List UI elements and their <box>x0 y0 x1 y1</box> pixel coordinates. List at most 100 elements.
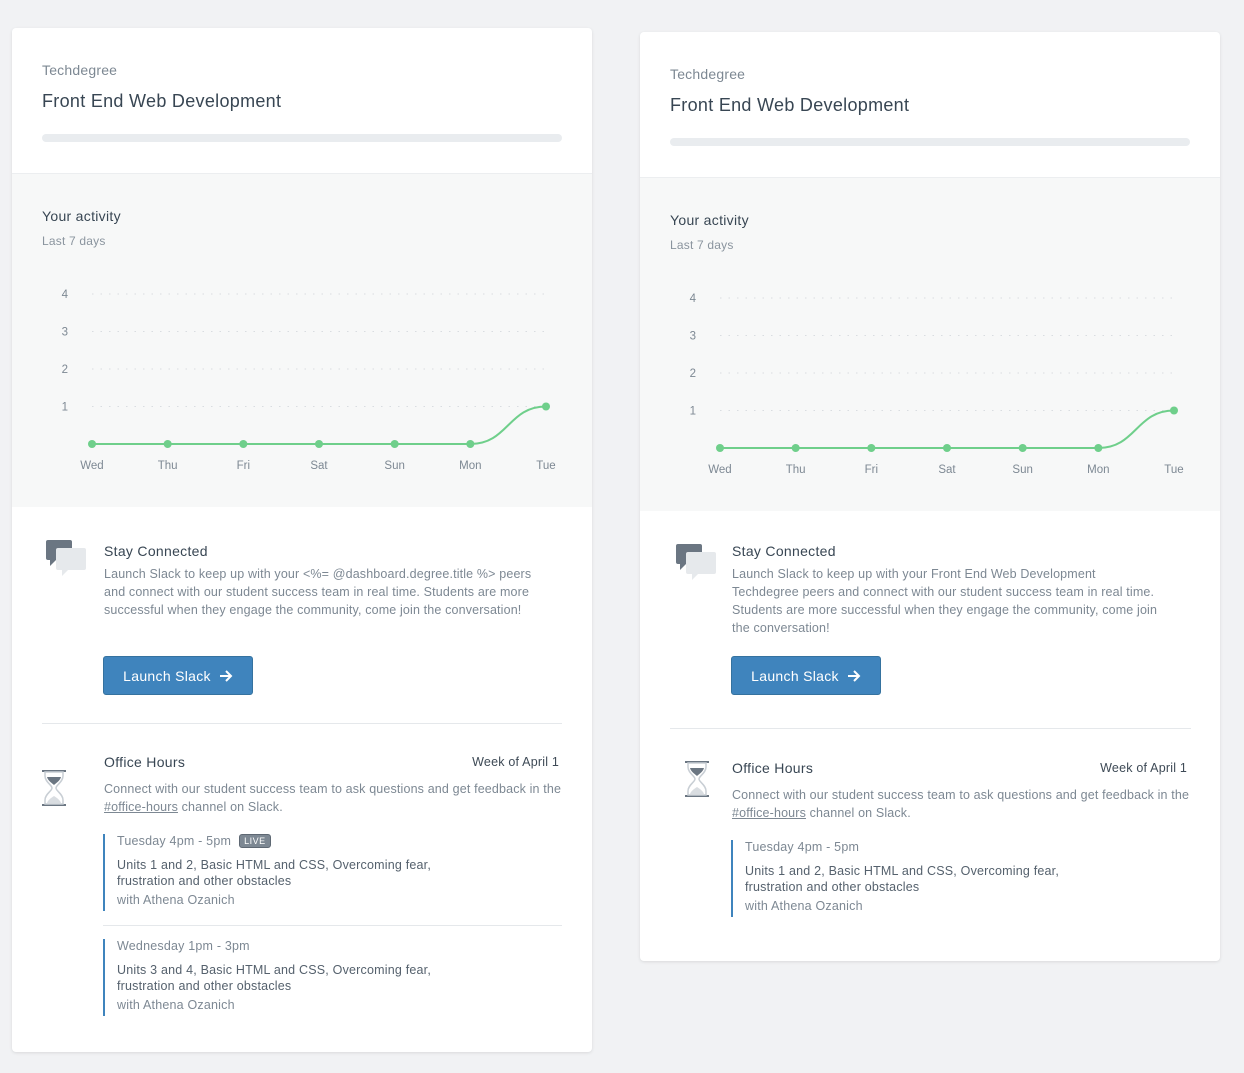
y-tick-label: 2 <box>62 364 68 376</box>
x-tick-label: Sun <box>384 460 404 472</box>
activity-line <box>92 405 547 445</box>
activity-point <box>716 444 724 452</box>
x-tick-label: Tue <box>1164 464 1183 476</box>
activity-point <box>791 444 800 452</box>
launch-slack-label: Launch Slack <box>123 667 211 684</box>
y-tick-label: 2 <box>690 368 696 380</box>
activity-point <box>1018 444 1027 452</box>
track-card-left: Techdegree Front End Web Development You… <box>12 28 592 1052</box>
stay-connected-title: Stay Connected <box>732 543 836 559</box>
activity-section: Your activity Last 7 days 1 2 3 4 Wed Thu Fri S… <box>640 177 1220 511</box>
track-title[interactable]: Front End Web Development <box>42 91 282 111</box>
office-hours-session[interactable]: Tuesday 4pm - 5pm LIVE Units 1 and 2, Ba… <box>103 834 563 911</box>
activity-point <box>390 440 399 448</box>
office-hours-session[interactable]: Tuesday 4pm - 5pm Units 1 and 2, Basic H… <box>731 840 1191 917</box>
track-label: Techdegree <box>42 62 118 78</box>
x-tick-label: Wed <box>708 464 731 476</box>
hourglass-icon <box>685 761 709 797</box>
office-hours-week: Week of April 1 <box>472 755 559 769</box>
arrow-right-icon <box>219 669 233 682</box>
hourglass-icon <box>42 770 66 806</box>
session-time: Wednesday 1pm - 3pm <box>117 939 250 953</box>
office-hours-text-prefix: Connect with our student success team to… <box>732 788 1190 802</box>
activity-chart: 1 2 3 4 Wed Thu Fri Sat Sun Mon Tue <box>62 289 556 472</box>
session-host: with Athena Ozanich <box>117 998 235 1012</box>
office-hours-week: Week of April 1 <box>1100 761 1187 775</box>
activity-point <box>466 440 475 448</box>
y-tick-label: 1 <box>62 402 68 414</box>
activity-section: Your activity Last 7 days 1 2 3 4 Wed Thu Fri S… <box>12 173 592 507</box>
y-tick-label: 3 <box>62 327 68 339</box>
office-hours-section: Office Hours Week of April 1 Connect wit… <box>640 729 1220 961</box>
session-time: Tuesday 4pm - 5pm <box>117 834 232 848</box>
session-topic: Units 1 and 2, Basic HTML and CSS, Overc… <box>745 864 1060 894</box>
x-tick-label: Thu <box>158 460 178 472</box>
launch-slack-button[interactable]: Launch Slack <box>103 656 253 695</box>
chat-bubbles-icon <box>676 544 716 580</box>
stay-connected-title: Stay Connected <box>104 543 208 559</box>
stay-connected-section: Stay Connected Launch Slack to keep up w… <box>12 507 592 723</box>
chat-bubbles-icon <box>46 540 86 576</box>
activity-line <box>720 409 1175 449</box>
office-hours-text: Connect with our student success team to… <box>732 786 1192 822</box>
launch-slack-label: Launch Slack <box>751 667 839 684</box>
activity-title: Your activity <box>42 208 121 224</box>
activity-point <box>867 444 876 452</box>
x-tick-label: Wed <box>80 460 103 472</box>
activity-subtitle: Last 7 days <box>42 234 106 248</box>
y-tick-label: 3 <box>690 331 696 343</box>
session-time: Tuesday 4pm - 5pm <box>745 840 860 854</box>
activity-subtitle: Last 7 days <box>670 238 734 252</box>
office-hours-session[interactable]: Wednesday 1pm - 3pm Units 3 and 4, Basic… <box>103 939 563 1016</box>
activity-point <box>542 402 550 411</box>
activity-point <box>943 444 951 452</box>
x-tick-label: Sun <box>1012 464 1032 476</box>
track-progress-bar <box>670 138 1190 146</box>
activity-title: Your activity <box>670 212 749 228</box>
activity-point <box>88 440 96 448</box>
session-topic: Units 1 and 2, Basic HTML and CSS, Overc… <box>117 858 432 888</box>
office-hours-title: Office Hours <box>104 754 186 770</box>
x-tick-label: Sat <box>310 460 328 472</box>
activity-point <box>239 440 248 448</box>
section-divider <box>670 728 1191 729</box>
office-hours-channel-link[interactable]: #office-hours <box>732 806 806 820</box>
activity-point <box>1094 444 1103 452</box>
office-hours-text-suffix: channel on Slack. <box>805 806 911 820</box>
office-hours-text-prefix: Connect with our student success team to… <box>104 782 562 796</box>
session-time-row: Wednesday 1pm - 3pm <box>117 939 563 953</box>
x-tick-label: Tue <box>536 460 555 472</box>
y-tick-label: 4 <box>62 289 69 301</box>
x-tick-label: Mon <box>459 460 481 472</box>
activity-point <box>315 440 323 448</box>
session-divider <box>103 925 562 926</box>
track-card-right: Techdegree Front End Web Development You… <box>640 32 1220 961</box>
stay-connected-text: Launch Slack to keep up with your <%= @d… <box>104 567 532 617</box>
live-badge: LIVE <box>239 834 271 848</box>
activity-point <box>1170 406 1178 415</box>
launch-slack-button[interactable]: Launch Slack <box>731 656 881 695</box>
office-hours-channel-link[interactable]: #office-hours <box>104 800 178 814</box>
y-tick-label: 4 <box>690 293 697 305</box>
x-tick-label: Sat <box>938 464 956 476</box>
track-title[interactable]: Front End Web Development <box>670 95 910 115</box>
office-hours-section: Office Hours Week of April 1 Connect wit… <box>12 724 592 1052</box>
session-host: with Athena Ozanich <box>117 893 235 907</box>
arrow-right-icon <box>847 669 861 682</box>
session-host: with Athena Ozanich <box>745 899 863 913</box>
track-label: Techdegree <box>670 66 746 82</box>
x-tick-label: Fri <box>865 464 878 476</box>
track-header: Techdegree Front End Web Development <box>640 32 1220 177</box>
track-header: Techdegree Front End Web Development <box>12 28 592 173</box>
x-tick-label: Fri <box>237 460 250 472</box>
session-time-row: Tuesday 4pm - 5pm LIVE <box>117 834 563 848</box>
y-tick-label: 1 <box>690 406 696 418</box>
office-hours-text-suffix: channel on Slack. <box>177 800 283 814</box>
x-tick-label: Thu <box>786 464 806 476</box>
activity-chart: 1 2 3 4 Wed Thu Fri Sat Sun Mon Tue <box>690 293 1184 476</box>
section-divider <box>42 723 562 724</box>
stay-connected-text: Launch Slack to keep up with your Front … <box>732 567 1158 635</box>
session-time-row: Tuesday 4pm - 5pm <box>745 840 1191 854</box>
track-progress-bar <box>42 134 562 142</box>
stay-connected-section: Stay Connected Launch Slack to keep up w… <box>640 511 1220 727</box>
